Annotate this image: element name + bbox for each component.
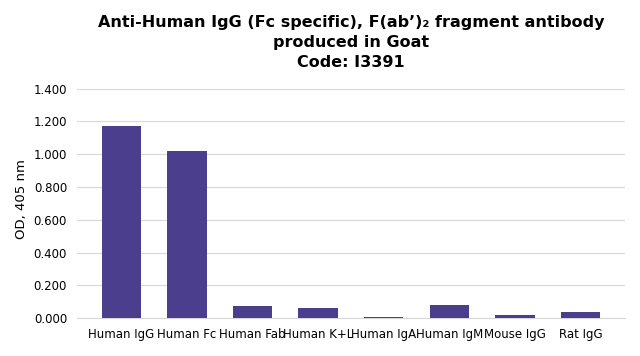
Title: Anti-Human IgG (Fc specific), F(ab’)₂ fragment antibody
produced in Goat
Code: I: Anti-Human IgG (Fc specific), F(ab’)₂ fr… — [98, 15, 604, 70]
Bar — [298, 308, 338, 318]
Bar — [495, 315, 534, 318]
Bar — [364, 316, 403, 318]
Bar — [561, 312, 600, 318]
Bar — [429, 305, 469, 318]
Bar — [102, 126, 141, 318]
Y-axis label: OD, 405 nm: OD, 405 nm — [15, 159, 28, 239]
Bar — [167, 151, 207, 318]
Bar — [233, 306, 272, 318]
